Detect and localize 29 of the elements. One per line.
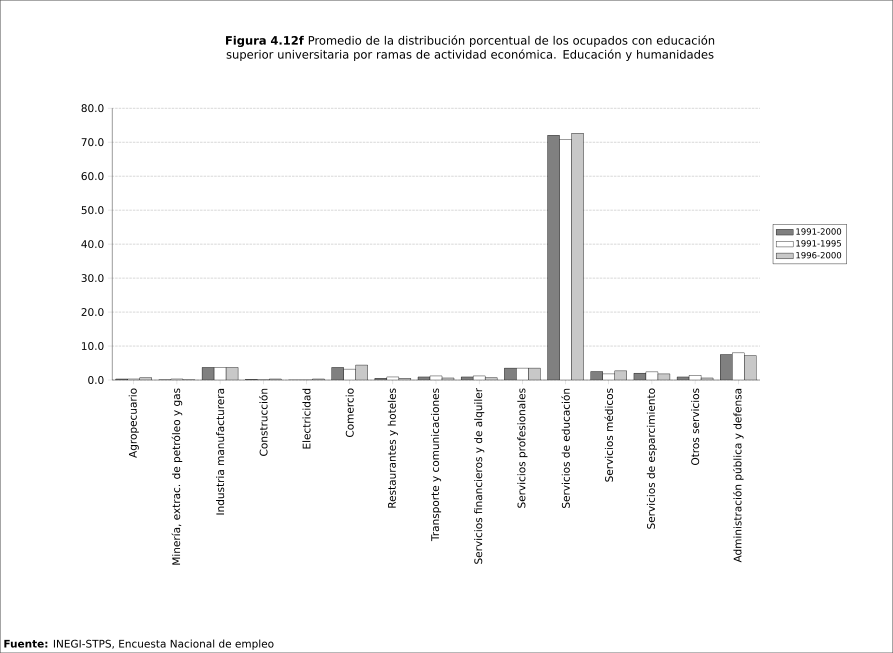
x-tick-label: Servicios médicos	[604, 388, 614, 482]
x-tick-label: Minería, extrac. de petróleo y gas	[172, 388, 182, 565]
x-tick-label: Servicios profesionales	[517, 388, 528, 508]
x-tick-label: Administración pública y defensa	[733, 388, 744, 562]
legend-label: 1991-2000	[796, 228, 842, 235]
x-tick-label: Electricidad	[302, 388, 311, 448]
y-tick-label: 70.0	[82, 138, 104, 146]
y-tick-label: 50.0	[82, 206, 104, 214]
legend-label: 1991-1995	[796, 240, 841, 247]
x-tick-label: Restaurantes y hoteles	[388, 388, 398, 508]
y-tick-label: 30.0	[82, 274, 104, 282]
x-tick-label: Otros servicios	[691, 388, 700, 465]
y-tick-label: 40.0	[81, 240, 104, 248]
x-tick-label: Industria manufacturera	[216, 388, 224, 514]
x-tick-label: Servicios de educación	[561, 388, 570, 508]
y-tick-label: 10.0	[82, 342, 104, 350]
y-tick-label: 0.0	[88, 376, 104, 384]
text: Fuente: INEGI-STPS, Encuesta Nacional de empleo	[4, 639, 274, 650]
y-tick-label: 20.0	[82, 308, 104, 316]
y-tick-label: 80.0	[82, 104, 104, 112]
chart-title: Figura 4.12f Promedio de la distribución porcentual de los ocupados con educación superior universitaria por ramas de actividad económica. Educación y humanidades	[226, 35, 714, 61]
x-tick-label: Construcción	[259, 388, 268, 456]
x-tick-label: Agropecuario	[128, 388, 139, 458]
x-tick-label: Comercio	[346, 388, 354, 437]
x-tick-label: Servicios financieros y de alquiler	[474, 388, 484, 564]
x-tick-label: Transporte y comunicaciones	[430, 388, 442, 542]
legend-label: 1996-2000	[796, 252, 842, 258]
y-tick-label: 60.0	[82, 172, 104, 180]
x-tick-label: Servicios de esparcimiento	[646, 388, 657, 529]
